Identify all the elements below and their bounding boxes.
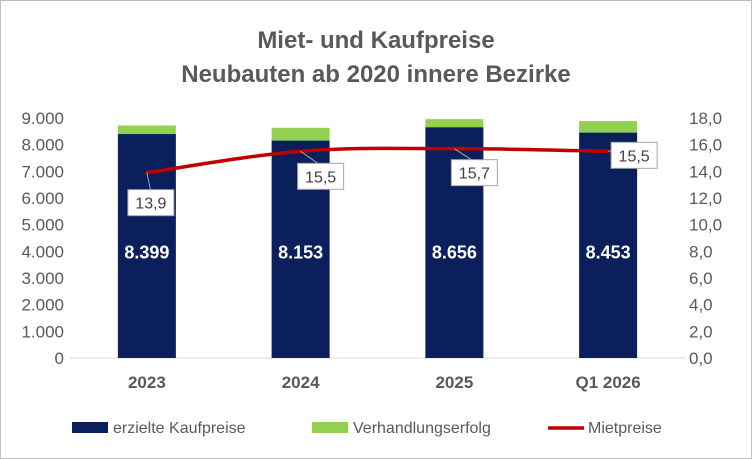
y-left-tick-label: 2.000	[21, 296, 64, 315]
bar-data-label: 8.399	[124, 242, 169, 262]
legend-verhandlungserfolg-swatch	[312, 422, 348, 433]
bar-kaufpreis	[579, 132, 638, 358]
y-left-tick-label: 9.000	[21, 109, 64, 128]
y-right-tick-label: 4,0	[689, 296, 713, 315]
mietpreise-line	[145, 146, 610, 175]
line-label-leader	[146, 172, 152, 192]
line-label-box	[610, 141, 658, 169]
chart-title: Miet- und Kaufpreise	[257, 27, 494, 54]
line-label-box	[450, 159, 498, 187]
bar-verhandlungserfolg	[579, 121, 638, 133]
y-left-tick-label: 6.000	[21, 189, 64, 208]
y-right-tick-label: 18,0	[689, 109, 722, 128]
y-right-tick-label: 16,0	[689, 136, 722, 155]
y-left-tick-label: 0	[55, 349, 64, 368]
y-left-tick-label: 4.000	[21, 242, 64, 261]
x-tick-label: Q1 2026	[576, 373, 641, 392]
x-tick-label: 2025	[435, 373, 473, 392]
y-right-tick-label: 8,0	[689, 242, 713, 261]
y-left-tick-label: 5.000	[21, 216, 64, 235]
legend-verhandlungserfolg-label: Verhandlungserfolg	[353, 420, 491, 437]
line-data-label: 15,5	[305, 169, 336, 186]
bar-data-label: 8.153	[278, 242, 323, 262]
legend-kaufpreise-label: erzielte Kaufpreise	[113, 420, 246, 437]
line-data-label: 15,5	[619, 148, 650, 165]
line-data-label: 13,9	[135, 196, 166, 213]
y-right-tick-label: 6,0	[689, 269, 713, 288]
line-data-label: 15,7	[459, 166, 490, 183]
chart-subtitle: Neubauten ab 2020 innere Bezirke	[181, 61, 570, 88]
legend: erzielte Kaufpreise Verhandlungserfolg Mie…	[72, 420, 662, 437]
y-right-tick-label: 12,0	[689, 189, 722, 208]
bar-data-label: 8.453	[586, 242, 631, 262]
bar-verhandlungserfolg	[117, 125, 176, 135]
y-left-tick-label: 1.000	[21, 322, 64, 341]
legend-kaufpreise-swatch	[72, 422, 108, 433]
line-label-box	[297, 162, 345, 190]
y-left-tick-label: 8.000	[21, 136, 64, 155]
legend-mietpreise-label: Mietpreise	[588, 420, 662, 437]
x-tick-label: 2024	[282, 373, 320, 392]
y-right-tick-label: 10,0	[689, 216, 722, 235]
bar-verhandlungserfolg	[425, 119, 484, 128]
bar-data-label: 8.656	[432, 242, 477, 262]
line-label-box	[127, 189, 175, 217]
bars: 8.399 8.153 8.656 8.453	[117, 119, 638, 358]
y-left-tick-label: 7.000	[21, 162, 64, 181]
bar-verhandlungserfolg	[271, 127, 330, 141]
y-right-tick-label: 2,0	[689, 322, 713, 341]
y-right-tick-label: 14,0	[689, 162, 722, 181]
line-series: 13,9 15,5 15,7 15,5	[127, 141, 658, 217]
x-tick-label: 2023	[128, 373, 166, 392]
y-right-tick-label: 0,0	[689, 349, 713, 368]
y-left-tick-label: 3.000	[21, 269, 64, 288]
